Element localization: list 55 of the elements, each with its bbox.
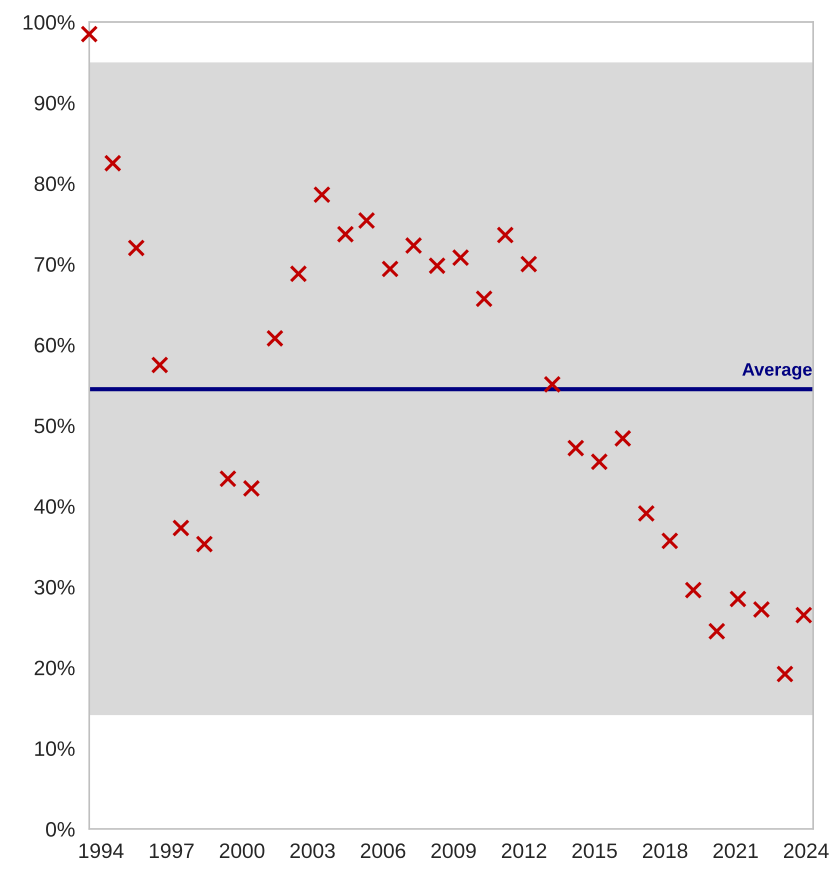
y-tick-label: 70% bbox=[34, 257, 75, 272]
point bbox=[404, 236, 422, 254]
point bbox=[313, 186, 331, 204]
x-tick-label: 1997 bbox=[150, 843, 194, 858]
point bbox=[729, 590, 747, 608]
point bbox=[242, 480, 260, 498]
x-tick-label: 1994 bbox=[79, 843, 124, 858]
point bbox=[219, 470, 237, 488]
y-tick-label: 20% bbox=[34, 660, 75, 676]
x-tick-label: 2021 bbox=[713, 843, 758, 858]
point bbox=[127, 239, 146, 257]
y-tick-label: 30% bbox=[34, 580, 75, 595]
x-tick-label: 2000 bbox=[220, 843, 264, 858]
point bbox=[475, 290, 493, 308]
y-tick-label: 40% bbox=[34, 499, 75, 514]
point bbox=[358, 212, 376, 230]
y-tick-label: 50% bbox=[34, 418, 75, 434]
point bbox=[172, 519, 190, 537]
x-tick-label: 2009 bbox=[431, 843, 476, 858]
y-tick-label: 90% bbox=[34, 96, 75, 110]
point bbox=[266, 330, 284, 348]
point bbox=[150, 356, 169, 374]
point bbox=[104, 154, 122, 172]
point bbox=[428, 256, 446, 275]
x-tick-label: 2015 bbox=[572, 843, 617, 858]
point bbox=[590, 452, 608, 471]
y-tick-label: 0% bbox=[46, 822, 75, 837]
point bbox=[381, 260, 399, 278]
y-tick-label: 60% bbox=[34, 338, 75, 353]
y-tick-label: 10% bbox=[35, 741, 75, 756]
y-tick-label: 100% bbox=[24, 15, 75, 30]
point bbox=[684, 581, 702, 599]
point bbox=[452, 248, 470, 266]
point bbox=[708, 622, 726, 640]
x-tick-label: 2003 bbox=[290, 843, 335, 858]
x-tick-label: 2006 bbox=[360, 843, 406, 858]
point bbox=[520, 255, 538, 273]
point bbox=[543, 376, 562, 394]
point bbox=[496, 226, 514, 244]
point bbox=[660, 532, 679, 550]
x-tick-label: 2012 bbox=[502, 843, 546, 858]
point bbox=[566, 439, 585, 457]
ref-line-label: Average bbox=[742, 363, 812, 380]
point bbox=[637, 504, 656, 522]
point bbox=[794, 606, 813, 624]
point bbox=[776, 665, 794, 683]
point bbox=[336, 225, 354, 244]
point bbox=[614, 430, 632, 448]
point bbox=[196, 535, 214, 553]
y-tick-label: 80% bbox=[34, 176, 75, 192]
point bbox=[752, 600, 770, 618]
x-tick-label: 2018 bbox=[642, 843, 688, 858]
point bbox=[290, 264, 308, 283]
x-tick-label: 2024 bbox=[784, 843, 829, 858]
point bbox=[80, 25, 98, 43]
